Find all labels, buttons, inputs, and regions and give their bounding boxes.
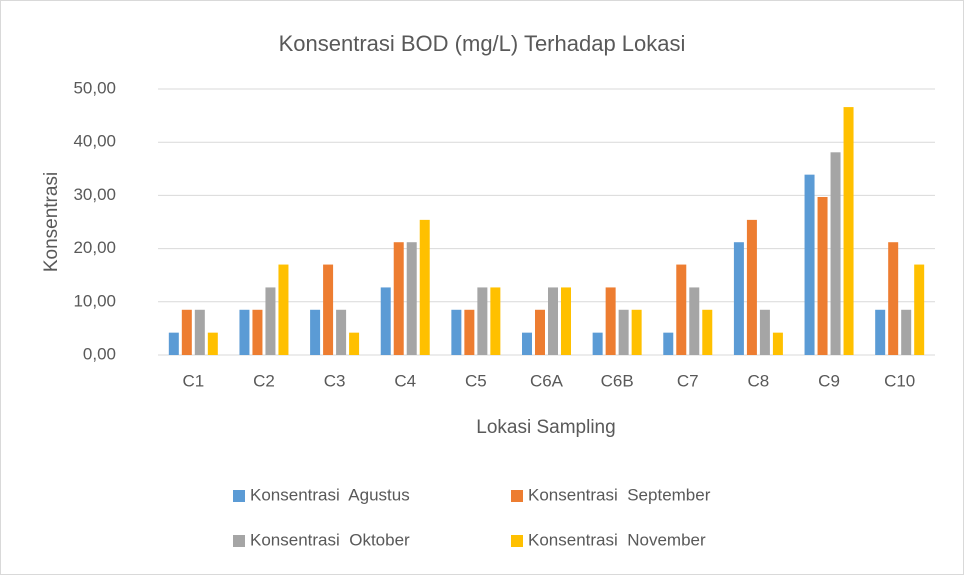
legend-label: Konsentrasi September xyxy=(528,485,711,504)
bar xyxy=(207,332,218,355)
bar xyxy=(323,264,334,355)
x-tick-label: C1 xyxy=(182,371,204,390)
legend-swatch xyxy=(233,490,245,502)
bar xyxy=(535,309,545,355)
bar xyxy=(310,309,321,355)
chart-title: Konsentrasi BOD (mg/L) Terhadap Lokasi xyxy=(279,31,686,56)
bar xyxy=(239,309,250,355)
bar xyxy=(702,309,713,355)
legend-swatch xyxy=(511,535,523,547)
x-tick-label: C10 xyxy=(884,371,915,390)
legend-label: Konsentrasi Oktober xyxy=(250,530,410,549)
bar xyxy=(252,309,263,355)
bar xyxy=(817,196,828,355)
x-tick-label: C6A xyxy=(530,371,564,390)
bar xyxy=(451,309,462,355)
bar xyxy=(393,242,404,355)
bar xyxy=(759,309,770,355)
x-tick-label: C8 xyxy=(748,371,770,390)
bar xyxy=(406,242,417,355)
legend-swatch xyxy=(233,535,245,547)
bar xyxy=(349,332,360,355)
x-tick-label: C7 xyxy=(677,371,699,390)
bar xyxy=(746,219,757,355)
bar xyxy=(464,309,475,355)
bar xyxy=(419,219,430,355)
bar xyxy=(592,332,603,355)
bar xyxy=(875,309,886,355)
bar xyxy=(522,332,532,355)
x-axis-title: Lokasi Sampling xyxy=(476,417,615,438)
bar xyxy=(914,264,925,355)
y-axis-title: Konsentrasi xyxy=(41,172,62,272)
bar xyxy=(265,287,276,355)
bar xyxy=(380,287,391,355)
bar xyxy=(561,287,571,355)
x-tick-label: C4 xyxy=(394,371,416,390)
x-tick-label: C3 xyxy=(324,371,346,390)
bar xyxy=(901,309,912,355)
bar xyxy=(676,264,687,355)
bar xyxy=(733,242,744,355)
y-tick-label: 10,00 xyxy=(73,291,116,310)
y-tick-label: 20,00 xyxy=(73,238,116,257)
bar xyxy=(631,309,642,355)
bar xyxy=(804,174,815,355)
bar xyxy=(336,309,347,355)
bar xyxy=(278,264,289,355)
bar xyxy=(843,107,854,355)
bar xyxy=(477,287,488,355)
bar xyxy=(605,287,616,355)
bar xyxy=(663,332,674,355)
x-tick-label: C2 xyxy=(253,371,275,390)
x-tick-label: C6B xyxy=(601,371,634,390)
y-tick-label: 50,00 xyxy=(73,78,116,97)
bar xyxy=(772,332,783,355)
legend-swatch xyxy=(511,490,523,502)
bar xyxy=(490,287,501,355)
legend-label: Konsentrasi November xyxy=(528,530,706,549)
y-tick-label: 40,00 xyxy=(73,132,116,151)
bar xyxy=(830,152,841,355)
y-tick-label: 0,00 xyxy=(83,344,116,363)
x-tick-label: C9 xyxy=(818,371,840,390)
bar xyxy=(548,287,558,355)
bar xyxy=(618,309,629,355)
bar xyxy=(168,332,179,355)
bar xyxy=(888,242,899,355)
bar xyxy=(194,309,205,355)
x-tick-label: C5 xyxy=(465,371,487,390)
bar xyxy=(181,309,192,355)
bar xyxy=(689,287,700,355)
legend-label: Konsentrasi Agustus xyxy=(250,485,410,504)
y-tick-label: 30,00 xyxy=(73,185,116,204)
